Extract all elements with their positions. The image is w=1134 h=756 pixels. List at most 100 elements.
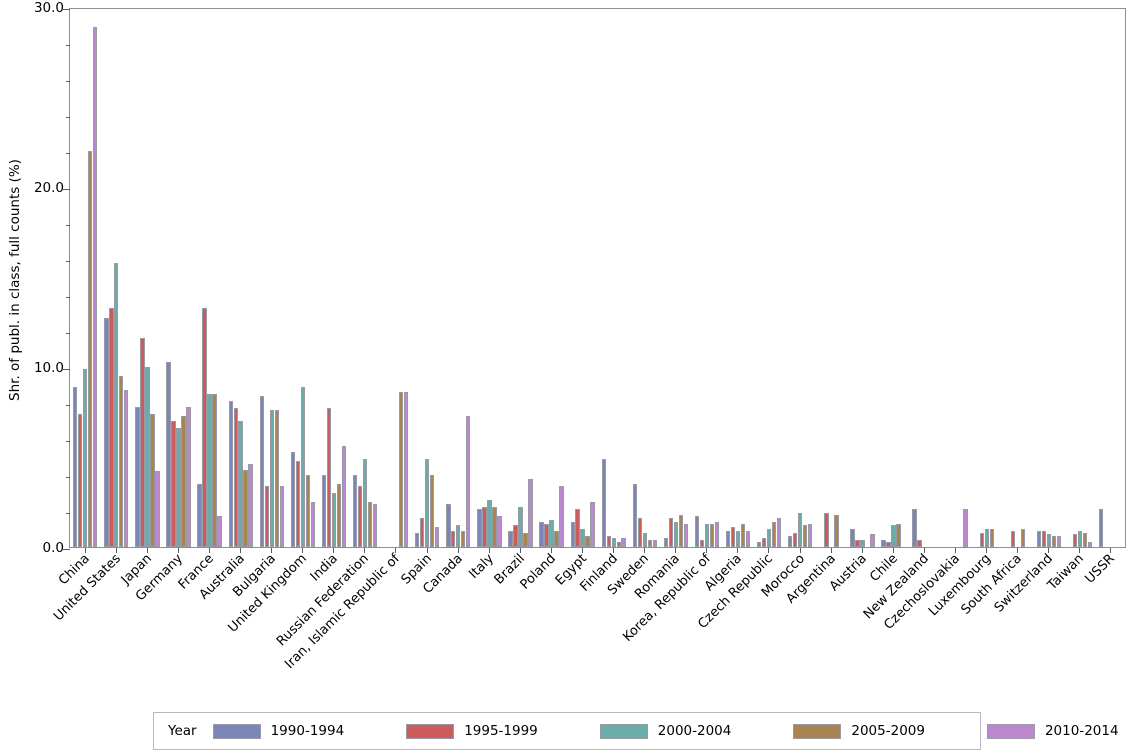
bar [539, 521, 544, 547]
bar [233, 408, 238, 547]
bar [834, 514, 839, 547]
x-axis-tick-mark [364, 548, 366, 553]
y-axis-minor-tick [66, 117, 70, 118]
legend-entry[interactable]: 2000-2004 [599, 723, 731, 739]
bar-group [197, 9, 222, 547]
x-axis-tick-mark [613, 548, 615, 553]
bar [621, 538, 626, 547]
bar-group [259, 9, 285, 547]
legend-entry[interactable]: 1995-1999 [406, 723, 538, 739]
legend-entry[interactable]: 2010-2014 [986, 723, 1119, 739]
bar [456, 525, 461, 547]
bar [109, 307, 114, 547]
legend-entry[interactable]: 1990-1994 [212, 723, 344, 739]
bar [824, 512, 829, 547]
bar-group [166, 9, 191, 547]
x-axis-tick-mark [892, 548, 894, 553]
legend-label: 2005-2009 [851, 723, 925, 739]
bar-group [508, 9, 533, 547]
bar [580, 529, 585, 547]
bar [668, 518, 674, 547]
bar-group [135, 9, 160, 547]
bar [585, 536, 590, 547]
bar [155, 471, 160, 547]
bar [647, 539, 652, 547]
bar [590, 502, 595, 547]
bar [575, 509, 580, 547]
bar [497, 516, 502, 547]
bar-group [104, 9, 129, 547]
bar [891, 525, 896, 547]
bar [207, 394, 212, 547]
bar-group [1006, 9, 1031, 547]
y-axis-minor-tick [66, 81, 70, 82]
bar [114, 262, 119, 547]
legend-entry[interactable]: 2005-2009 [793, 723, 925, 739]
y-axis-minor-tick [66, 297, 70, 298]
y-axis-minor-tick [66, 405, 70, 406]
bar [860, 539, 865, 547]
bar [300, 386, 306, 547]
bar [652, 539, 657, 547]
x-axis-tick-mark [955, 548, 956, 553]
bar [518, 507, 523, 547]
bar-group [415, 9, 440, 547]
y-axis-tick-label: 20.0 [33, 180, 64, 196]
bar-group [1068, 9, 1093, 547]
bar [1041, 530, 1047, 547]
bar [683, 523, 689, 547]
bar [663, 538, 669, 547]
x-axis-tick-mark [457, 548, 459, 553]
bar [372, 503, 378, 547]
bar [912, 509, 917, 547]
bar [694, 516, 700, 547]
bar [264, 485, 269, 547]
bar-group [788, 9, 813, 547]
x-axis-tick-mark [830, 548, 832, 553]
bar [83, 368, 88, 547]
bar [171, 421, 176, 547]
bar [420, 518, 425, 547]
bar [166, 361, 171, 547]
y-axis-minor-tick [66, 153, 70, 154]
bar [570, 521, 575, 547]
bar [699, 539, 705, 547]
bar-group [477, 9, 502, 547]
bar-group [912, 9, 937, 547]
legend-label: 2010-2014 [1044, 723, 1119, 739]
bar-group [446, 9, 471, 547]
bar [119, 376, 124, 547]
x-axis-tick-mark [302, 548, 304, 553]
bar [150, 413, 155, 547]
bar [870, 534, 875, 547]
x-axis-tick-mark [1017, 548, 1019, 553]
y-axis-minor-tick [66, 333, 70, 334]
x-axis-tick-mark [488, 548, 490, 553]
bar [886, 541, 891, 547]
bar [1082, 532, 1088, 547]
x-axis-tick-mark [115, 548, 117, 553]
x-axis-tick-mark [986, 548, 988, 553]
bar [776, 518, 782, 547]
bar [1020, 529, 1026, 547]
x-axis-tick-mark [333, 548, 335, 553]
bar [917, 539, 922, 547]
plot-area [63, 8, 1126, 550]
bar [803, 525, 808, 547]
x-axis-tick-mark [675, 548, 677, 553]
bar [1099, 509, 1104, 547]
x-axis-tick-mark [426, 548, 428, 553]
bar [487, 500, 492, 547]
x-axis-tick-mark [395, 548, 397, 553]
y-axis-minor-tick [66, 441, 70, 442]
bar-group [632, 9, 658, 547]
bar [855, 539, 860, 547]
legend-entries: 1990-1994 1995-1999 2000-2004 2005-2009 2010… [212, 723, 1133, 739]
bar [642, 532, 647, 547]
x-axis-tick-mark [768, 548, 770, 553]
bar-group [1036, 9, 1062, 547]
bar [704, 523, 710, 547]
legend-color-swatch [406, 723, 455, 739]
bar [896, 523, 901, 547]
bar [446, 503, 451, 547]
